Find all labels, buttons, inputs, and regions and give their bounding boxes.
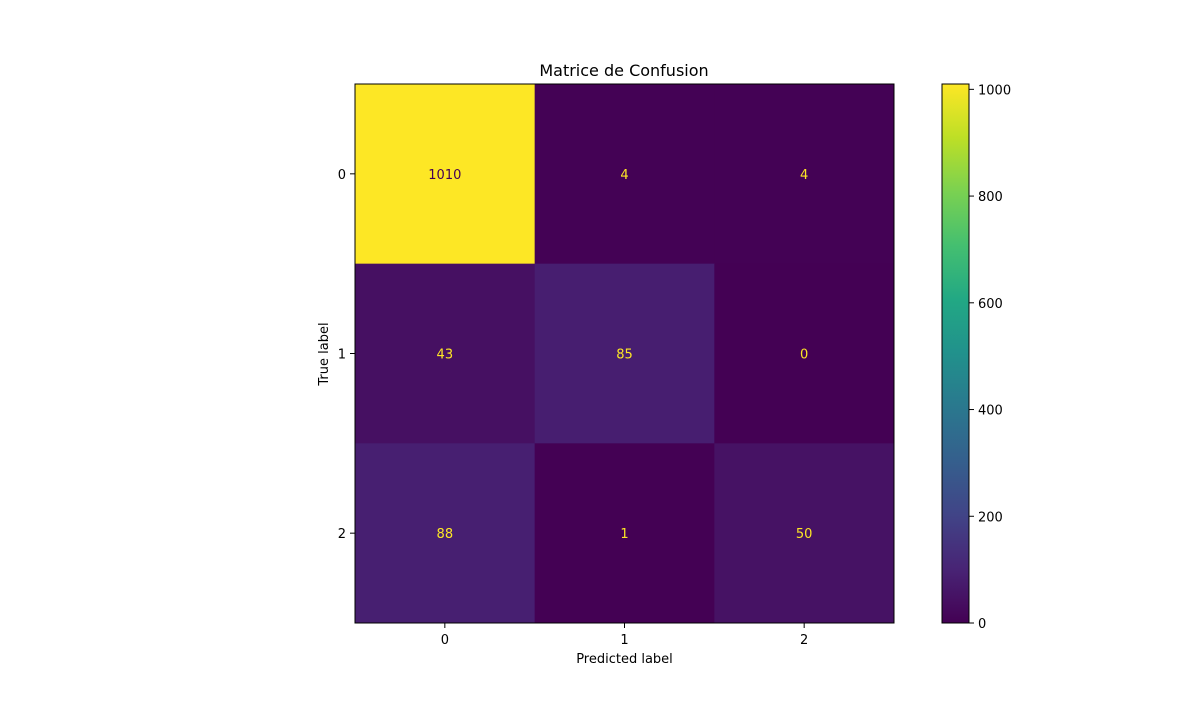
chart-title: Matrice de Confusion bbox=[539, 61, 708, 80]
colorbar-tick-label-5: 1000 bbox=[978, 83, 1011, 98]
cell-value-2-0: 88 bbox=[437, 527, 454, 542]
cell-value-2-2: 50 bbox=[796, 527, 813, 542]
heatmap-cell-0-2 bbox=[714, 84, 895, 265]
colorbar-ticks: 0 200 400 600 800 1000 bbox=[969, 83, 1011, 632]
colorbar-tick-label-1: 200 bbox=[978, 510, 1003, 525]
cell-value-2-1: 1 bbox=[620, 527, 628, 542]
colorbar-frame bbox=[941, 83, 970, 624]
x-tick-label-2: 2 bbox=[800, 633, 808, 648]
heatmap-cell-1-2 bbox=[714, 263, 895, 444]
colorbar-tick-label-2: 400 bbox=[978, 404, 1003, 419]
cell-value-0-0: 1010 bbox=[428, 168, 461, 183]
heatmap-cell-2-1 bbox=[534, 443, 715, 624]
x-tick-label-0: 0 bbox=[441, 633, 449, 648]
y-axis-ticks: 0 1 2 bbox=[338, 168, 355, 542]
cell-value-labels: 1010 4 4 43 85 0 88 1 50 bbox=[428, 168, 812, 542]
heatmap-cell-2-2 bbox=[714, 443, 895, 624]
cell-value-1-2: 0 bbox=[800, 348, 808, 363]
heatmap-cell-2-0 bbox=[355, 443, 536, 624]
x-axis-label: Predicted label bbox=[576, 652, 673, 667]
cell-value-1-1: 85 bbox=[616, 348, 633, 363]
x-tick-label-1: 1 bbox=[620, 633, 628, 648]
cell-value-1-0: 43 bbox=[437, 348, 454, 363]
heatmap-cell-0-0 bbox=[355, 84, 536, 265]
colorbar-tick-label-0: 0 bbox=[978, 617, 986, 632]
heatmap-cell-1-0 bbox=[355, 263, 536, 444]
x-axis-ticks: 0 1 2 bbox=[441, 623, 808, 648]
heatmap-cell-1-1 bbox=[534, 263, 715, 444]
cell-value-0-2: 4 bbox=[800, 168, 808, 183]
y-axis-label: True label bbox=[317, 322, 332, 386]
colorbar-tick-label-3: 600 bbox=[978, 297, 1003, 312]
heatmap-cells bbox=[355, 84, 895, 624]
y-tick-label-0: 0 bbox=[338, 168, 346, 183]
colorbar-tick-label-4: 800 bbox=[978, 190, 1003, 205]
colorbar-gradient bbox=[942, 84, 969, 623]
heatmap-cell-0-1 bbox=[534, 84, 715, 265]
colorbar: 0 200 400 600 800 1000 bbox=[941, 83, 1011, 632]
y-tick-label-2: 2 bbox=[338, 527, 346, 542]
y-tick-label-1: 1 bbox=[338, 348, 346, 363]
cell-value-0-1: 4 bbox=[620, 168, 628, 183]
